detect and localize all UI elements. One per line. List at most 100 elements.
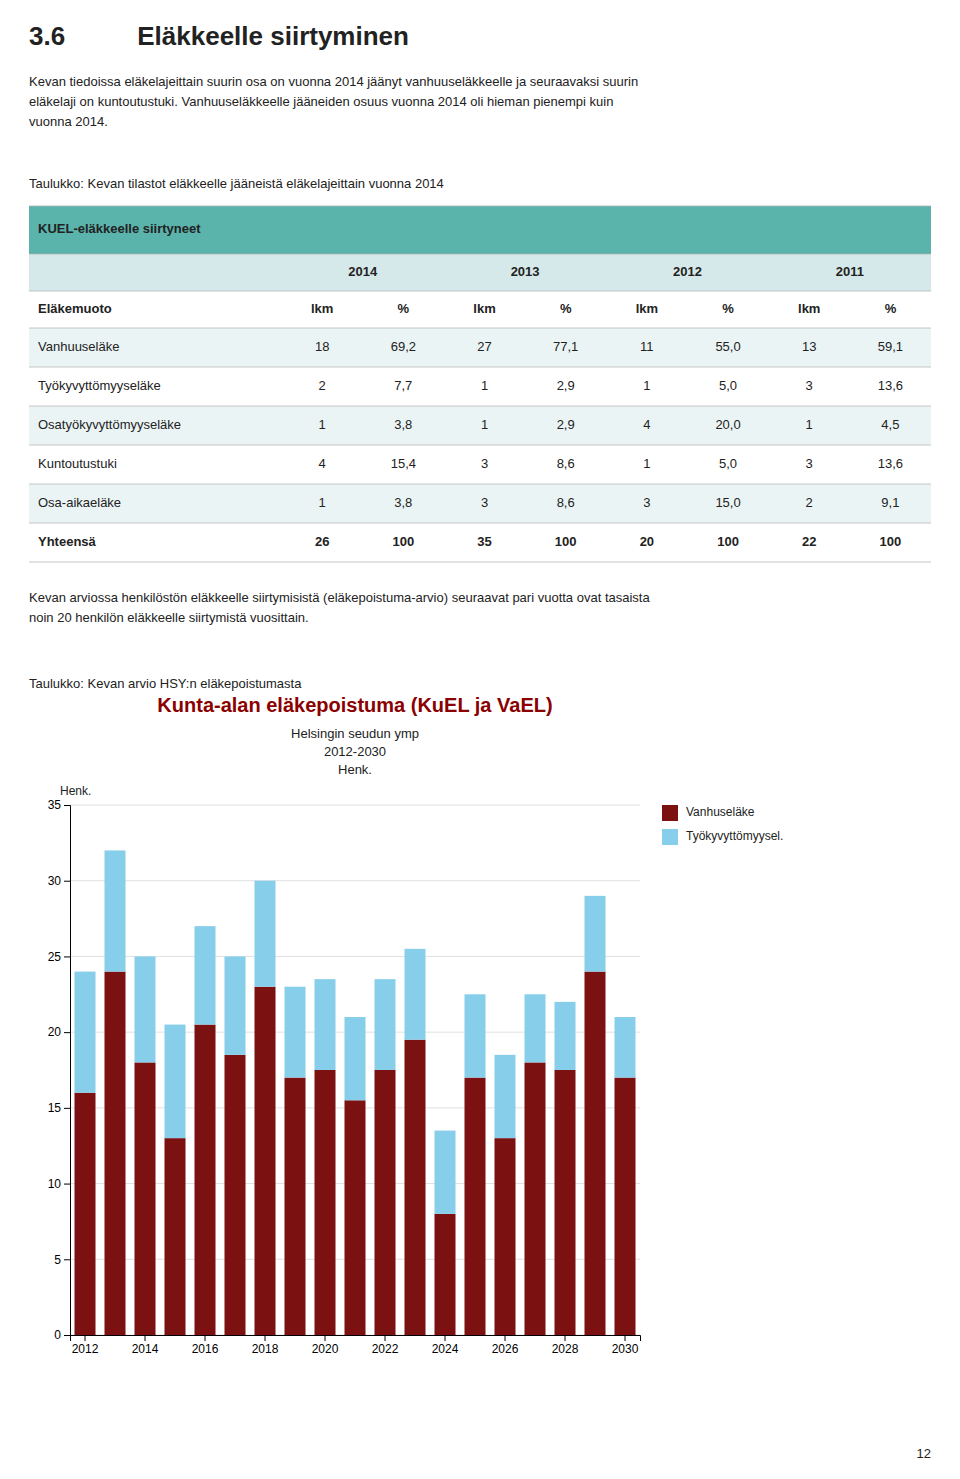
chart-subtitle: 2012-2030	[324, 744, 386, 759]
axis-line	[64, 806, 71, 1336]
x-tick: 2026	[492, 1335, 519, 1356]
table-cell: 8,6	[557, 456, 575, 471]
y-axis: 05101520253035	[48, 798, 71, 1342]
legend-item: Työkyvyttömyysel.	[662, 829, 783, 845]
y-tick: 15	[48, 1101, 70, 1115]
table-title: KUEL-eläkkeelle siirtyneet	[38, 221, 201, 236]
table: KUEL-eläkkeelle siirtyneet20142013201220…	[29, 206, 931, 562]
bar	[555, 1070, 576, 1335]
chart-subtitle: Henk.	[338, 762, 372, 777]
bar	[345, 1017, 366, 1100]
x-tick-mark	[505, 1335, 506, 1341]
body-line: Kevan tiedoissa eläkelajeittain suurin o…	[29, 74, 638, 89]
table-cell: 5,0	[719, 456, 737, 471]
bar	[525, 994, 546, 1062]
table-rule	[29, 367, 931, 368]
x-tick-mark	[625, 1335, 626, 1341]
table-cell: 59,1	[878, 339, 903, 354]
table-cell: 13,6	[878, 456, 903, 471]
x-tick-mark	[325, 1335, 326, 1341]
table-year: 2013	[511, 264, 540, 279]
bar	[285, 987, 306, 1078]
y-tick-label: 35	[48, 798, 62, 812]
y-tick-label: 15	[48, 1101, 62, 1115]
table-cell: 9,1	[881, 495, 899, 510]
table-cell: 4	[643, 417, 650, 432]
y-tick-mark	[64, 881, 70, 882]
body-line: eläkelaji on kuntoutustuki. Vanhuuseläkk…	[29, 94, 613, 109]
chart: 2012201420162018202020222024202620282030…	[48, 784, 641, 1356]
table-cell: 8,6	[557, 495, 575, 510]
table-cell: 13,6	[878, 378, 903, 393]
table-cell: 69,2	[391, 339, 416, 354]
bar	[315, 1070, 336, 1335]
y-axis-label: Henk.	[60, 784, 91, 798]
y-tick-mark	[64, 1335, 70, 1336]
bar	[615, 1017, 636, 1078]
table-cell: 3,8	[394, 417, 412, 432]
table-year-bg	[29, 254, 931, 291]
table-row-name: Osa-aikaeläke	[38, 495, 121, 510]
table-row-bg	[29, 523, 931, 562]
y-tick-mark	[64, 1259, 70, 1260]
table-cell: 2	[319, 378, 326, 393]
x-tick-label: 2012	[72, 1342, 99, 1356]
table-cell: 2,9	[557, 378, 575, 393]
table-year: 2011	[836, 264, 864, 279]
x-tick-label: 2016	[192, 1342, 219, 1356]
y-tick-label: 30	[48, 874, 62, 888]
x-tick-label: 2024	[432, 1342, 459, 1356]
chart-titles: Kunta-alan eläkepoistuma (KuEL ja VaEL)H…	[157, 694, 552, 777]
table-cell: 55,0	[715, 339, 740, 354]
table-cell: 22	[802, 534, 816, 549]
bar	[585, 896, 606, 972]
bar	[615, 1078, 636, 1335]
table-column-header: %	[398, 301, 410, 316]
bar	[165, 1138, 186, 1335]
x-tick-label: 2014	[132, 1342, 159, 1356]
x-tick-label: 2018	[252, 1342, 279, 1356]
table-column-header: %	[560, 301, 572, 316]
bar	[255, 987, 276, 1335]
bar	[75, 1093, 96, 1335]
y-tick-label: 25	[48, 950, 62, 964]
table-rule	[29, 328, 931, 329]
y-tick-label: 20	[48, 1025, 62, 1039]
bar	[375, 979, 396, 1070]
bar	[465, 994, 486, 1077]
bar	[405, 1040, 426, 1335]
bar	[315, 979, 336, 1070]
section-title: Eläkkeelle siirtyminen	[137, 21, 409, 51]
body-text-1: Kevan tiedoissa eläkelajeittain suurin o…	[29, 74, 638, 129]
x-tick: 2018	[252, 1335, 279, 1356]
bar-series	[75, 972, 636, 1335]
bar	[135, 956, 156, 1062]
table-rule	[29, 291, 931, 292]
bar-series	[75, 850, 636, 1213]
table-cell: 1	[806, 417, 813, 432]
table-cell: 100	[717, 534, 739, 549]
y-tick-label: 10	[48, 1177, 62, 1191]
table-column-header: lkm	[473, 301, 495, 316]
y-tick-mark	[64, 1108, 70, 1109]
section-number: 3.6	[29, 21, 65, 51]
table-rule	[29, 484, 931, 485]
table-rule	[29, 406, 931, 407]
x-tick-label: 2020	[312, 1342, 339, 1356]
bar	[435, 1214, 456, 1335]
table-row-name: Kuntoutustuki	[38, 456, 117, 471]
table-column-header: Eläkemuoto	[38, 301, 112, 316]
y-tick-mark	[64, 1184, 70, 1185]
legend-label: Työkyvyttömyysel.	[686, 829, 783, 843]
y-tick: 25	[48, 950, 70, 964]
bar	[285, 1078, 306, 1335]
x-tick-mark	[565, 1335, 566, 1341]
section-heading: 3.6 Eläkkeelle siirtyminen	[29, 21, 409, 51]
y-tick: 20	[48, 1025, 70, 1039]
x-tick-label: 2030	[612, 1342, 639, 1356]
table-cell: 15,0	[715, 495, 740, 510]
table-row-bg	[29, 484, 931, 523]
table-cell: 1	[481, 417, 488, 432]
grid-line	[70, 880, 640, 881]
table-cell: 35	[477, 534, 491, 549]
